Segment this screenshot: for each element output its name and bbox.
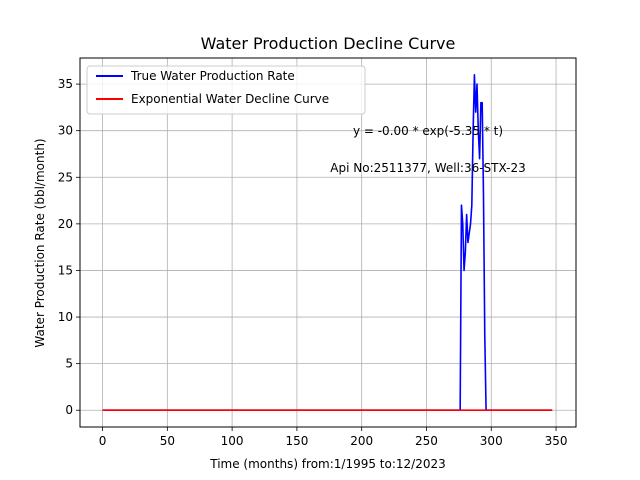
- x-tick-label: 0: [99, 434, 107, 448]
- x-tick-label: 100: [221, 434, 244, 448]
- y-tick-label: 5: [65, 357, 73, 371]
- chart-title: Water Production Decline Curve: [201, 34, 456, 53]
- legend-label-true-rate: True Water Production Rate: [130, 69, 295, 83]
- well-annotation: Api No:2511377, Well:36-STX-23: [330, 161, 525, 175]
- y-axis-label: Water Production Rate (bbl/month): [33, 138, 47, 347]
- grid-lines: [80, 58, 576, 427]
- true-water-production-rate-line: [102, 73, 553, 412]
- y-tick-label: 20: [58, 217, 73, 231]
- x-tick-label: 250: [415, 434, 438, 448]
- legend-box: [86, 65, 366, 115]
- y-tick-label: 15: [58, 263, 73, 277]
- y-axis-ticks: 0 5 10 15 20 25 30 35: [58, 77, 80, 417]
- x-tick-label: 200: [350, 434, 373, 448]
- legend-label-exponential-curve: Exponential Water Decline Curve: [131, 92, 329, 106]
- axes-frame: [79, 57, 577, 428]
- x-tick-label: 300: [480, 434, 503, 448]
- x-tick-label: 150: [285, 434, 308, 448]
- y-tick-label: 0: [65, 403, 73, 417]
- x-tick-label: 350: [545, 434, 568, 448]
- equation-annotation: y = -0.00 * exp(-5.35 * t): [353, 124, 503, 138]
- y-tick-label: 25: [58, 170, 73, 184]
- legend: True Water Production Rate Exponential W…: [86, 65, 366, 115]
- y-tick-label: 35: [58, 77, 73, 91]
- plot-area: [102, 73, 553, 412]
- y-tick-label: 10: [58, 310, 73, 324]
- x-axis-ticks: 0 50 100 150 200 250 300 350: [99, 427, 568, 448]
- x-axis-label: Time (months) from:1/1995 to:12/2023: [209, 457, 446, 471]
- y-tick-label: 30: [58, 124, 73, 138]
- x-tick-label: 50: [160, 434, 175, 448]
